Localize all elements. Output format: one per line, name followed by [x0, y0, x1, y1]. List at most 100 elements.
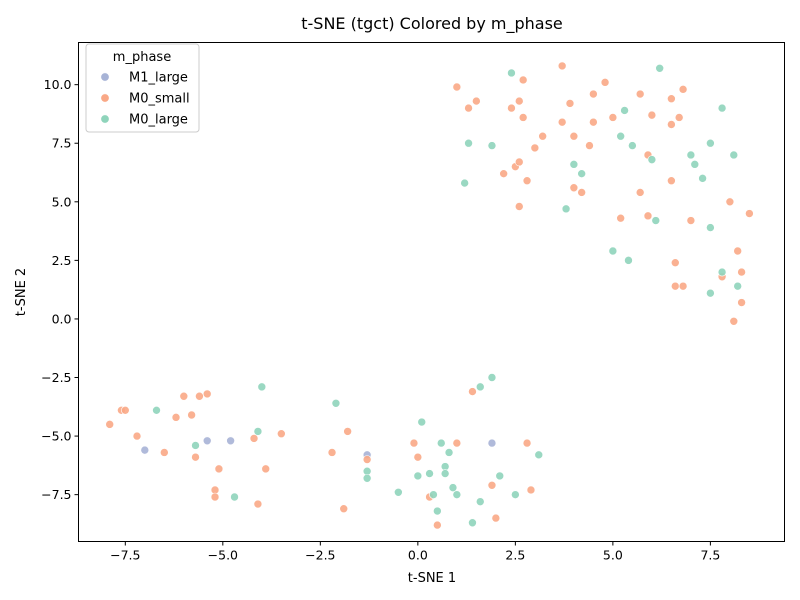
- point-m0-small: [557, 61, 567, 71]
- point-m0-large: [191, 441, 200, 450]
- point-m0-small: [585, 141, 594, 150]
- point-m0-large: [436, 438, 446, 448]
- point-m0-large: [464, 138, 473, 148]
- point-m0-large: [706, 223, 715, 232]
- y-tick-label: −5.0: [41, 429, 71, 444]
- x-tick-label: −5.0: [208, 548, 238, 563]
- point-m0-small: [600, 78, 610, 87]
- point-m0-small: [195, 391, 204, 401]
- point-m1-large: [226, 436, 235, 446]
- x-tick-label: 2.5: [505, 548, 525, 563]
- point-m0-small: [179, 391, 189, 401]
- point-m0-small: [686, 216, 696, 225]
- legend-marker-m1-large: [100, 72, 110, 82]
- point-m0-large: [448, 483, 458, 492]
- y-tick-label: −2.5: [41, 370, 71, 385]
- point-m0-large: [569, 160, 579, 169]
- point-m0-small: [343, 427, 352, 436]
- point-m0-large: [253, 427, 263, 436]
- point-m0-small: [670, 281, 680, 291]
- point-m0-large: [487, 141, 497, 150]
- legend-marker-m0-small: [100, 93, 110, 103]
- point-m0-large: [417, 417, 427, 427]
- point-m0-small: [514, 202, 524, 211]
- point-m0-small: [733, 246, 742, 256]
- point-m0-small: [647, 110, 657, 120]
- y-tick-label: 10.0: [44, 77, 72, 92]
- point-m0-small: [643, 211, 653, 221]
- point-m0-large: [230, 492, 239, 502]
- legend-label-m1-large: M1_large: [129, 71, 188, 86]
- point-m0-large: [608, 246, 618, 256]
- point-m0-large: [733, 281, 742, 291]
- point-m0-large: [628, 141, 637, 150]
- x-tick-label: −7.5: [110, 548, 140, 563]
- point-m0-large: [495, 471, 505, 481]
- point-m0-large: [507, 68, 516, 78]
- point-m0-small: [214, 464, 224, 474]
- point-m0-large: [717, 103, 727, 113]
- points-layer: [105, 61, 754, 530]
- point-m0-large: [152, 406, 161, 415]
- point-m0-small: [670, 258, 680, 268]
- point-m0-small: [413, 452, 423, 462]
- plot-frame: [78, 42, 785, 542]
- point-m0-small: [729, 316, 739, 326]
- point-m0-small: [745, 209, 754, 218]
- point-m0-small: [468, 387, 477, 396]
- point-m0-large: [331, 398, 341, 408]
- point-m0-large: [624, 256, 633, 265]
- point-m0-large: [425, 469, 434, 478]
- legend-items: M1_large M0_small M0_large: [100, 71, 190, 128]
- point-m0-large: [577, 169, 586, 178]
- x-tick-label: 0.0: [408, 548, 428, 563]
- point-m0-small: [522, 176, 532, 186]
- point-m0-small: [569, 131, 579, 141]
- legend-label-m0-small: M0_small: [129, 92, 190, 107]
- point-m0-small: [678, 281, 688, 291]
- point-m0-small: [277, 429, 286, 439]
- point-m0-small: [725, 197, 735, 207]
- point-m0-small: [472, 96, 481, 106]
- point-m0-large: [698, 174, 707, 183]
- point-m0-small: [132, 431, 142, 441]
- point-m0-small: [253, 499, 263, 509]
- point-m0-large: [444, 448, 454, 457]
- point-m1-large: [487, 438, 497, 448]
- point-m0-small: [526, 485, 536, 495]
- point-m0-small: [187, 410, 196, 420]
- point-m0-large: [534, 450, 544, 460]
- point-m0-small: [487, 480, 497, 490]
- point-m1-large: [202, 436, 212, 446]
- point-m0-large: [429, 490, 438, 499]
- point-m0-small: [339, 504, 349, 514]
- point-m0-small: [635, 89, 645, 99]
- point-m0-small: [608, 113, 618, 122]
- point-m0-small: [522, 438, 532, 448]
- point-m0-large: [475, 382, 485, 392]
- point-m0-large: [647, 155, 657, 164]
- y-tick-label: 7.5: [52, 136, 72, 151]
- point-m0-large: [706, 138, 715, 148]
- point-m0-small: [105, 420, 115, 429]
- point-m0-small: [171, 413, 181, 422]
- point-m0-small: [191, 452, 200, 462]
- point-m0-large: [729, 150, 739, 160]
- point-m0-small: [433, 520, 442, 530]
- point-m0-small: [635, 188, 645, 197]
- point-m0-small: [409, 438, 419, 448]
- point-m0-large: [413, 471, 423, 481]
- point-m0-small: [210, 492, 220, 502]
- point-m0-large: [440, 469, 450, 478]
- legend-title: m_phase: [113, 50, 171, 65]
- point-m0-large: [362, 473, 372, 483]
- point-m0-small: [565, 99, 575, 108]
- point-m0-large: [686, 150, 696, 160]
- point-m0-small: [464, 103, 473, 113]
- point-m0-small: [261, 464, 271, 474]
- point-m0-small: [577, 188, 586, 197]
- point-m0-small: [569, 183, 579, 193]
- point-m0-small: [249, 434, 259, 443]
- point-m0-large: [433, 506, 442, 516]
